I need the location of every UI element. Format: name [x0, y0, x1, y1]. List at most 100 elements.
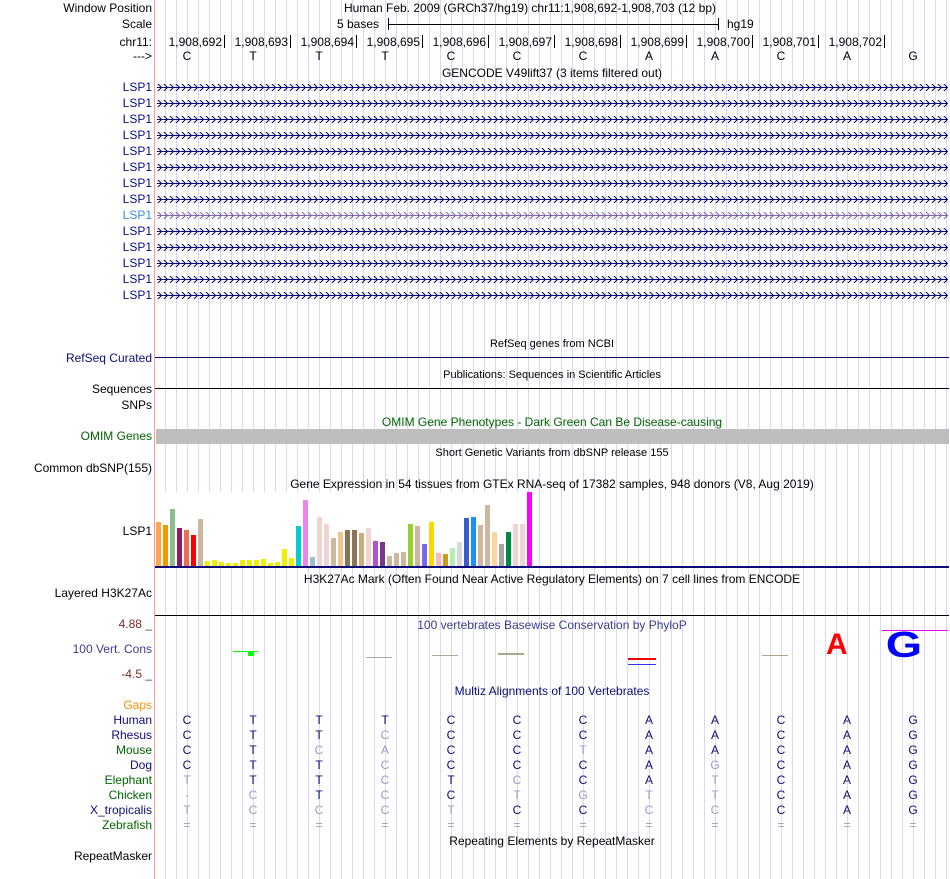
gtex-bar-28[interactable] [345, 530, 350, 566]
gtex-bar-12[interactable] [233, 563, 238, 566]
gtex-bar-21[interactable] [296, 526, 301, 566]
gtex-bar-23[interactable] [310, 557, 315, 566]
gtex-label[interactable]: LSP1 [122, 524, 152, 538]
gtex-bar-3[interactable] [170, 509, 175, 566]
h3k27ac-label[interactable]: Layered H3K27Ac [54, 586, 152, 600]
aligned-base: T [249, 728, 257, 742]
gtex-bar-14[interactable] [247, 560, 252, 566]
gene-label[interactable]: LSP1 [122, 144, 152, 158]
gtex-bar-42[interactable] [443, 554, 448, 566]
gene-label[interactable]: LSP1 [122, 192, 152, 206]
scale-tick [718, 18, 719, 30]
gtex-bar-16[interactable] [261, 559, 266, 566]
gtex-bar-19[interactable] [282, 548, 287, 566]
gene-label[interactable]: LSP1 [122, 176, 152, 190]
gtex-bar-52[interactable] [513, 523, 518, 566]
gtex-bar-33[interactable] [380, 542, 385, 566]
ruler-position: 1,908,697 [498, 35, 552, 49]
gene-model[interactable] [157, 212, 948, 219]
gene-label[interactable]: LSP1 [122, 256, 152, 270]
gtex-bar-41[interactable] [436, 553, 441, 566]
omim-label[interactable]: OMIM Genes [80, 429, 152, 443]
gtex-bar-10[interactable] [219, 562, 224, 566]
refseq-label[interactable]: RefSeq Curated [65, 351, 152, 365]
gtex-bar-7[interactable] [198, 519, 203, 566]
gtex-bar-24[interactable] [317, 517, 322, 566]
gene-model[interactable] [157, 132, 948, 139]
gtex-bar-6[interactable] [191, 534, 196, 566]
dbsnp-label[interactable]: Common dbSNP(155) [33, 461, 152, 475]
gene-model[interactable] [157, 164, 948, 171]
gtex-bar-5[interactable] [184, 530, 189, 566]
gtex-bar-40[interactable] [429, 522, 434, 566]
h3k27ac-title: H3K27Ac Mark (Often Found Near Active Re… [303, 572, 801, 586]
aligned-base: C [512, 713, 522, 727]
gtex-bar-51[interactable] [506, 531, 511, 566]
gene-model[interactable] [157, 148, 948, 155]
aligned-base: C [182, 743, 192, 757]
omim-bar[interactable] [156, 429, 949, 444]
gtex-bar-1[interactable] [156, 521, 161, 566]
gtex-bar-37[interactable] [408, 523, 413, 566]
gtex-bar-50[interactable] [499, 543, 504, 566]
gtex-bar-27[interactable] [338, 531, 343, 566]
gtex-bar-25[interactable] [324, 523, 329, 566]
gene-model[interactable] [157, 100, 948, 107]
pubs-label[interactable]: Sequences [91, 382, 152, 396]
gtex-bar-15[interactable] [254, 560, 259, 566]
gene-label[interactable]: LSP1 [122, 128, 152, 142]
gtex-bar-29[interactable] [352, 530, 357, 566]
gtex-bar-45[interactable] [464, 517, 469, 566]
gtex-bar-47[interactable] [478, 525, 483, 566]
gtex-bar-22[interactable] [303, 500, 308, 566]
gene-label[interactable]: LSP1 [122, 208, 152, 222]
gene-model[interactable] [157, 276, 948, 283]
gene-model[interactable] [157, 180, 948, 187]
gene-model[interactable] [157, 292, 948, 299]
gtex-bar-49[interactable] [492, 531, 497, 566]
gencode-title[interactable]: GENCODE V49lift37 (3 items filtered out) [441, 66, 663, 80]
ruler-tick [356, 35, 357, 48]
gene-label[interactable]: LSP1 [122, 240, 152, 254]
gtex-bar-38[interactable] [415, 526, 420, 566]
gtex-bar-20[interactable] [289, 557, 294, 566]
gtex-bar-36[interactable] [401, 551, 406, 566]
gene-model[interactable] [157, 116, 948, 123]
gtex-bar-30[interactable] [359, 533, 364, 566]
gtex-bar-48[interactable] [485, 504, 490, 566]
gene-label[interactable]: LSP1 [122, 224, 152, 238]
gtex-bar-26[interactable] [331, 537, 336, 566]
gtex-bar-35[interactable] [394, 553, 399, 566]
gtex-bar-9[interactable] [212, 560, 217, 566]
gtex-bar-54[interactable] [527, 492, 532, 566]
gtex-bar-11[interactable] [226, 563, 231, 566]
phylop-label[interactable]: 100 Vert. Cons [72, 642, 152, 656]
gene-label[interactable]: LSP1 [122, 80, 152, 94]
gtex-bar-43[interactable] [450, 548, 455, 566]
gtex-bar-39[interactable] [422, 543, 427, 566]
aligned-base: C [314, 803, 324, 817]
gene-label[interactable]: LSP1 [122, 272, 152, 286]
gtex-bar-18[interactable] [275, 562, 280, 566]
gene-model[interactable] [157, 84, 948, 91]
gene-model[interactable] [157, 228, 948, 235]
gtex-bar-34[interactable] [387, 556, 392, 566]
gene-model[interactable] [157, 196, 948, 203]
gene-model[interactable] [157, 244, 948, 251]
gtex-bar-46[interactable] [471, 517, 476, 566]
repeatmasker-label[interactable]: RepeatMasker [73, 849, 152, 863]
gtex-bar-8[interactable] [205, 560, 210, 566]
gtex-bar-44[interactable] [457, 542, 462, 566]
gtex-bar-4[interactable] [177, 528, 182, 566]
gtex-bar-17[interactable] [268, 563, 273, 566]
gene-model[interactable] [157, 260, 948, 267]
gtex-bar-13[interactable] [240, 560, 245, 566]
gene-label[interactable]: LSP1 [122, 96, 152, 110]
gtex-bar-32[interactable] [373, 540, 378, 566]
gtex-bar-53[interactable] [520, 523, 525, 566]
gene-label[interactable]: LSP1 [122, 112, 152, 126]
gene-label[interactable]: LSP1 [122, 288, 152, 302]
gene-label[interactable]: LSP1 [122, 160, 152, 174]
gtex-bar-31[interactable] [366, 527, 371, 566]
gtex-bar-2[interactable] [163, 524, 168, 566]
